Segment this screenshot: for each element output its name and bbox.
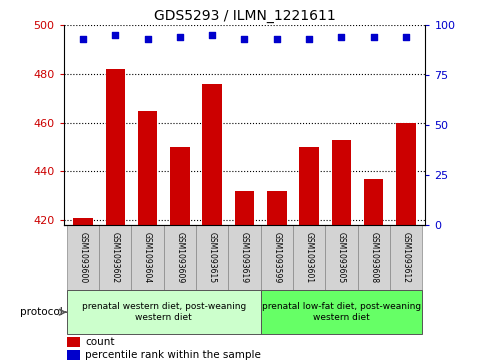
Point: [337, 34, 345, 40]
Bar: [67, 337, 80, 347]
Bar: [67, 225, 99, 290]
Bar: [228, 225, 260, 290]
Point: [272, 36, 280, 42]
Text: count: count: [85, 337, 115, 347]
Bar: [105, 69, 125, 225]
Text: percentile rank within the sample: percentile rank within the sample: [85, 350, 261, 360]
Text: GSM1093612: GSM1093612: [401, 232, 410, 283]
Bar: [73, 218, 92, 225]
Bar: [299, 147, 318, 225]
Point: [176, 34, 183, 40]
Text: GSM1093601: GSM1093601: [304, 232, 313, 283]
Text: GSM1093602: GSM1093602: [111, 232, 120, 283]
Bar: [325, 225, 357, 290]
Bar: [396, 123, 415, 225]
Bar: [99, 225, 131, 290]
Text: GSM1093599: GSM1093599: [272, 232, 281, 284]
Bar: [202, 84, 222, 225]
Bar: [357, 225, 389, 290]
Point: [79, 36, 87, 42]
Point: [143, 36, 151, 42]
Text: GSM1093615: GSM1093615: [207, 232, 216, 283]
Point: [401, 34, 409, 40]
Title: GDS5293 / ILMN_1221611: GDS5293 / ILMN_1221611: [153, 9, 335, 23]
Point: [111, 32, 119, 38]
Text: GSM1093609: GSM1093609: [175, 232, 184, 284]
Text: prenatal low-fat diet, post-weaning
western diet: prenatal low-fat diet, post-weaning west…: [262, 302, 420, 322]
Bar: [260, 225, 292, 290]
Text: prenatal western diet, post-weaning
western diet: prenatal western diet, post-weaning west…: [81, 302, 245, 322]
Bar: [67, 350, 80, 360]
Bar: [196, 225, 228, 290]
Bar: [138, 111, 157, 225]
Bar: [260, 290, 421, 334]
Bar: [331, 140, 350, 225]
Bar: [170, 147, 189, 225]
Point: [208, 32, 216, 38]
Text: protocol: protocol: [20, 307, 63, 317]
Bar: [163, 225, 196, 290]
Bar: [363, 179, 383, 225]
Bar: [292, 225, 325, 290]
Bar: [131, 225, 163, 290]
Text: GSM1093605: GSM1093605: [336, 232, 345, 284]
Bar: [266, 191, 286, 225]
Point: [240, 36, 248, 42]
Text: GSM1093608: GSM1093608: [368, 232, 377, 283]
Point: [369, 34, 377, 40]
Text: GSM1093604: GSM1093604: [143, 232, 152, 284]
Point: [305, 36, 312, 42]
Text: GSM1093600: GSM1093600: [78, 232, 87, 284]
Bar: [67, 290, 260, 334]
Bar: [389, 225, 421, 290]
Text: GSM1093619: GSM1093619: [240, 232, 248, 283]
Bar: [234, 191, 254, 225]
